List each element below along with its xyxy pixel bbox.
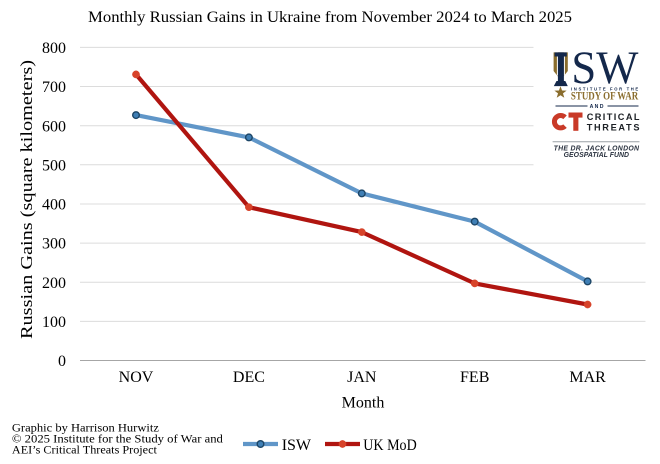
svg-text:100: 100	[42, 314, 66, 331]
svg-text:GEOSPATIAL FUND: GEOSPATIAL FUND	[564, 152, 629, 159]
svg-text:FEB: FEB	[460, 369, 489, 386]
svg-text:Russian Gains (square kilomete: Russian Gains (square kilometers)	[17, 60, 36, 339]
svg-text:Month: Month	[342, 395, 385, 412]
svg-text:CRITICAL: CRITICAL	[587, 112, 640, 122]
svg-text:THREATS: THREATS	[587, 122, 640, 132]
svg-text:JAN: JAN	[347, 369, 377, 386]
svg-text:200: 200	[42, 275, 66, 292]
svg-text:500: 500	[42, 157, 66, 174]
svg-text:0: 0	[58, 353, 66, 370]
svg-text:DEC: DEC	[233, 369, 265, 386]
svg-text:AEI’s Critical Threats Project: AEI’s Critical Threats Project	[12, 442, 158, 456]
svg-text:© 2025 Institute for the Study: © 2025 Institute for the Study of War an…	[12, 431, 223, 445]
svg-text:INSTITUTE FOR THE: INSTITUTE FOR THE	[571, 86, 638, 91]
svg-text:800: 800	[42, 40, 66, 57]
svg-text:STUDY OF WAR: STUDY OF WAR	[571, 89, 639, 103]
svg-text:MAR: MAR	[569, 369, 606, 386]
svg-text:700: 700	[42, 79, 66, 96]
svg-text:Monthly Russian Gains in Ukrai: Monthly Russian Gains in Ukraine from No…	[88, 9, 572, 26]
svg-text:Graphic by Harrison Hurwitz: Graphic by Harrison Hurwitz	[12, 420, 159, 434]
svg-text:AND: AND	[590, 104, 605, 110]
svg-text:400: 400	[42, 197, 66, 214]
svg-text:THE DR. JACK LONDON: THE DR. JACK LONDON	[554, 145, 640, 152]
svg-text:ISW: ISW	[282, 437, 312, 454]
svg-text:UK MoD: UK MoD	[363, 437, 416, 454]
svg-text:SW: SW	[571, 42, 639, 94]
svg-text:NOV: NOV	[119, 369, 154, 386]
svg-text:600: 600	[42, 118, 66, 135]
svg-text:300: 300	[42, 236, 66, 253]
